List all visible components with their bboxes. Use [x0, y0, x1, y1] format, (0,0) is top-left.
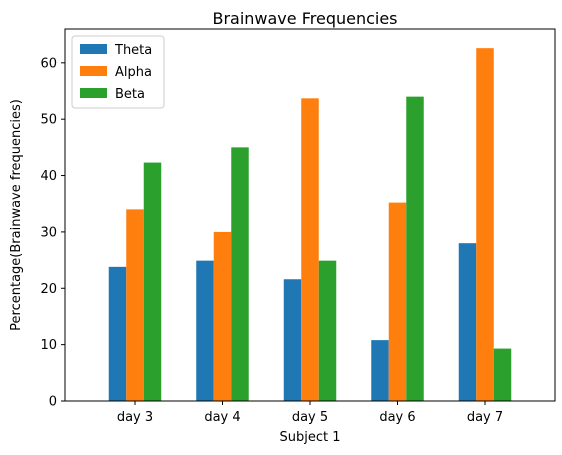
legend-swatch-beta [80, 88, 107, 98]
bar-theta-day-5 [283, 279, 302, 401]
axes-group: day 3 day 4 day 5 day 6 day 7 0 10 20 30 40 50 60 [40, 56, 503, 425]
y-axis-label: Percentage(Brainwave frequencies) [9, 99, 24, 331]
y-tick-label: 50 [40, 113, 57, 128]
plot-frame [64, 28, 556, 402]
y-tick-label: 0 [49, 395, 57, 410]
x-tick-label: day 6 [379, 410, 415, 425]
x-tick-label: day 7 [467, 410, 503, 425]
legend-swatch-theta [80, 44, 107, 54]
legend: Theta Alpha Beta [71, 35, 165, 109]
bar-beta-day-7 [493, 348, 512, 401]
bar-alpha-day-4 [213, 231, 232, 401]
bar-theta-day-4 [196, 260, 214, 401]
bar-beta-day-3 [143, 162, 162, 401]
bar-theta-day-6 [371, 340, 389, 401]
legend-label-beta: Beta [115, 87, 145, 102]
x-tick-label: day 3 [117, 410, 153, 425]
y-tick-label: 10 [40, 338, 57, 353]
chart-title: Brainwave Frequencies [212, 9, 397, 28]
x-tick-label: day 4 [204, 410, 240, 425]
bar-theta-day-7 [458, 243, 477, 401]
bar-alpha-day-7 [476, 48, 494, 401]
x-tick-label: day 5 [292, 410, 328, 425]
y-tick-label: 40 [40, 169, 57, 184]
bar-beta-day-6 [406, 96, 424, 401]
legend-swatch-alpha [80, 66, 107, 76]
x-axis-label: Subject 1 [279, 430, 340, 445]
bar-alpha-day-6 [388, 202, 407, 401]
bars-group [108, 48, 512, 401]
bar-theta-day-3 [108, 266, 127, 401]
y-tick-label: 30 [40, 225, 57, 240]
bar-alpha-day-3 [126, 209, 144, 401]
y-tick-label: 20 [40, 282, 57, 297]
bar-beta-day-4 [231, 147, 249, 401]
bar-beta-day-5 [318, 260, 337, 401]
bar-alpha-day-5 [301, 98, 319, 401]
legend-label-theta: Theta [114, 43, 152, 58]
legend-label-alpha: Alpha [115, 65, 152, 80]
y-tick-label: 60 [40, 56, 57, 71]
